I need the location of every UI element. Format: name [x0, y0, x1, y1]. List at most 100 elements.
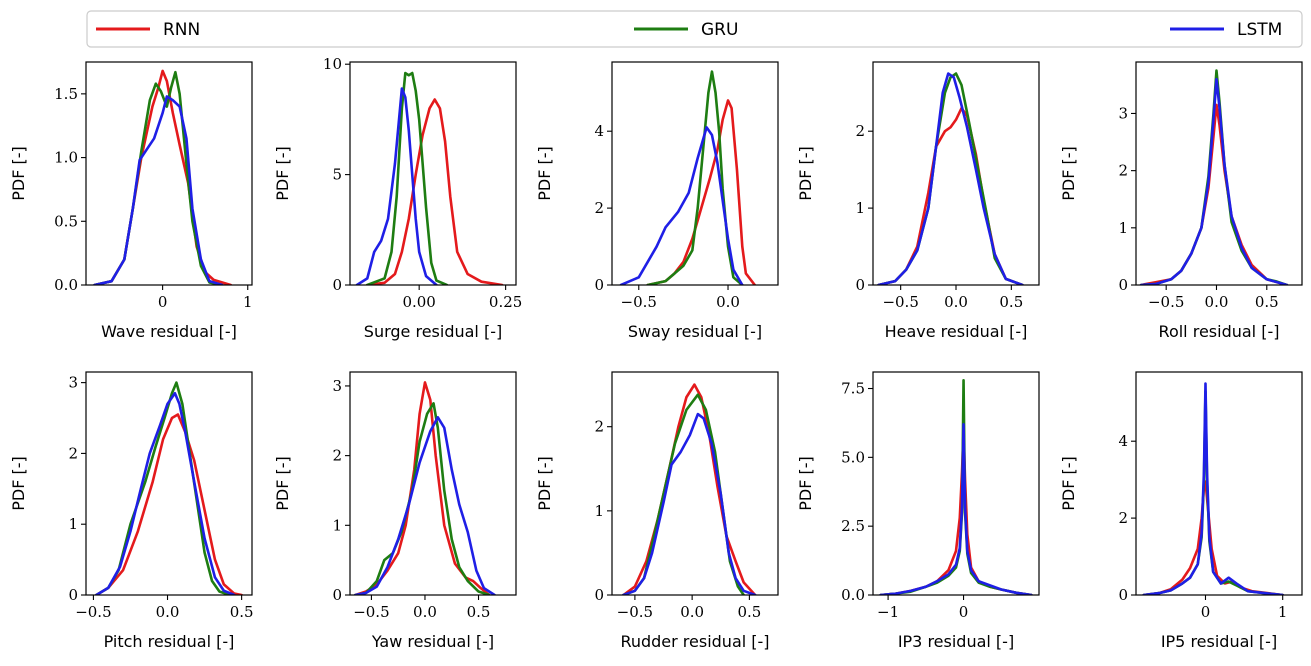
x-tick-label: −1: [877, 603, 899, 621]
x-tick-label: −0.5: [353, 603, 389, 621]
series-line-gru: [877, 72, 1024, 285]
series-line-rnn: [877, 106, 1024, 285]
y-tick-label: 0.0: [841, 586, 865, 604]
y-tick-label: 2: [594, 199, 604, 217]
y-tick-label: 1: [332, 516, 342, 534]
y-tick-label: 0: [594, 586, 604, 604]
subplot-8: −0.5 0.0 0.5 0 1 2 Rudder residual [-] PDF [-]: [535, 371, 779, 651]
series-line-lstm: [879, 423, 1033, 595]
series-line-lstm: [93, 95, 224, 285]
axes-frame: [85, 61, 253, 286]
series-line-lstm: [354, 416, 496, 595]
x-axis-label: Roll residual [-]: [1159, 322, 1280, 341]
subplot-6: −0.5 0.0 0.5 0 1 2 3 Pitch residual [-] PDF [-]: [9, 371, 254, 651]
series-line-rnn: [365, 98, 504, 285]
axes-frame: [611, 371, 779, 596]
x-tick-label: 0.0: [680, 603, 704, 621]
y-tick-label: 1: [855, 199, 865, 217]
y-tick-label: 4: [1118, 432, 1128, 450]
series-line-rnn: [646, 99, 757, 285]
series-line-lstm: [877, 72, 1024, 285]
y-tick-label: 3: [1118, 104, 1128, 122]
axes-frame: [85, 371, 253, 596]
y-tick-label: 2: [855, 122, 865, 140]
y-tick-label: 3: [68, 374, 78, 392]
y-tick-label: 0: [332, 276, 342, 294]
y-axis-label: PDF [-]: [535, 146, 554, 201]
y-tick-label: 2: [1118, 162, 1128, 180]
axes-frame: [872, 61, 1040, 286]
axes-frame: [1135, 371, 1303, 596]
series-line-gru: [622, 393, 745, 595]
x-axis-label: Pitch residual [-]: [104, 632, 235, 651]
x-tick-label: 0.5: [737, 603, 761, 621]
y-tick-label: 1.0: [54, 149, 78, 167]
y-tick-label: 0: [332, 586, 342, 604]
axes-frame: [611, 61, 779, 286]
legend: RNN GRU LSTM: [86, 10, 1303, 48]
y-tick-label: 1: [68, 515, 78, 533]
y-axis-label: PDF [-]: [9, 146, 28, 201]
x-axis-label: Surge residual [-]: [364, 322, 502, 341]
y-axis-label: PDF [-]: [273, 146, 292, 201]
x-tick-label: −0.5: [621, 293, 657, 311]
y-tick-label: 0.0: [54, 276, 78, 294]
legend-label-gru: GRU: [701, 20, 738, 40]
series-line-lstm: [1142, 382, 1284, 595]
subplot-9: −1 0 0.0 2.5 5.0 7.5 IP3 residual [-] PDF [-]: [796, 371, 1040, 651]
y-tick-label: 0: [68, 586, 78, 604]
series-line-lstm: [1139, 77, 1289, 285]
x-tick-label: 0: [158, 293, 168, 311]
subplot-grid: 0 1 0.0 0.5 1.0 1.5 Wave residual [-] PDF [-] 0.…: [9, 55, 1303, 651]
y-tick-label: 2.5: [841, 517, 865, 535]
x-tick-label: 0.5: [230, 603, 254, 621]
series-line-gru: [365, 71, 449, 285]
series-line-rnn: [879, 428, 1033, 595]
legend-frame: [86, 10, 1303, 48]
x-tick-label: 0.0: [944, 293, 968, 311]
legend-label-lstm: LSTM: [1237, 20, 1282, 40]
series-line-lstm: [355, 87, 438, 285]
y-tick-label: 0.5: [54, 212, 78, 230]
x-tick-label: 1: [243, 293, 253, 311]
y-tick-label: 5.0: [841, 448, 865, 466]
series-line-rnn: [354, 381, 491, 595]
x-axis-label: IP5 residual [-]: [1161, 632, 1277, 651]
y-tick-label: 3: [332, 377, 342, 395]
subplot-5: −0.5 0.0 0.5 0 1 2 3 Roll residual [-] PDF [-]: [1059, 61, 1303, 341]
subplot-7: −0.5 0.0 0.5 0 1 2 3 Yaw residual [-] PDF [-]: [273, 371, 517, 651]
y-tick-label: 1: [594, 502, 604, 520]
y-tick-label: 1: [1118, 219, 1128, 237]
x-tick-label: 0: [959, 603, 969, 621]
y-axis-label: PDF [-]: [1059, 456, 1078, 511]
x-axis-label: Wave residual [-]: [101, 322, 237, 341]
x-axis-label: Yaw residual [-]: [371, 632, 494, 651]
subplot-2: 0.00 0.25 0 5 10 Surge residual [-] PDF [-]: [273, 55, 522, 341]
y-tick-label: 1.5: [54, 85, 78, 103]
y-tick-label: 2: [1118, 509, 1128, 527]
subplot-1: 0 1 0.0 0.5 1.0 1.5 Wave residual [-] PDF [-]: [9, 61, 253, 341]
subplot-3: −0.5 0.0 0 2 4 Sway residual [-] PDF [-]: [535, 61, 779, 341]
x-tick-label: −0.5: [75, 603, 111, 621]
y-tick-label: 0: [855, 276, 865, 294]
subplot-10: 0 1 0 2 4 IP5 residual [-] PDF [-]: [1059, 371, 1303, 651]
subplot-4: −0.5 0.0 0.5 0 1 2 Heave residual [-] PDF [-]: [796, 61, 1040, 341]
y-axis-label: PDF [-]: [535, 456, 554, 511]
x-tick-label: −0.5: [882, 293, 918, 311]
series-line-rnn: [95, 413, 243, 595]
series-line-rnn: [1139, 103, 1289, 285]
y-tick-label: 2: [594, 418, 604, 436]
y-axis-label: PDF [-]: [1059, 146, 1078, 201]
x-tick-label: 0.5: [999, 293, 1023, 311]
x-tick-label: 0.00: [402, 293, 435, 311]
series-line-gru: [93, 70, 224, 285]
y-axis-label: PDF [-]: [796, 146, 815, 201]
y-axis-label: PDF [-]: [796, 456, 815, 511]
x-tick-label: 0: [1201, 603, 1211, 621]
y-tick-label: 0: [1118, 276, 1128, 294]
x-axis-label: Sway residual [-]: [628, 322, 762, 341]
y-axis-label: PDF [-]: [9, 456, 28, 511]
y-tick-label: 5: [332, 166, 342, 184]
series-line-lstm: [622, 412, 757, 595]
